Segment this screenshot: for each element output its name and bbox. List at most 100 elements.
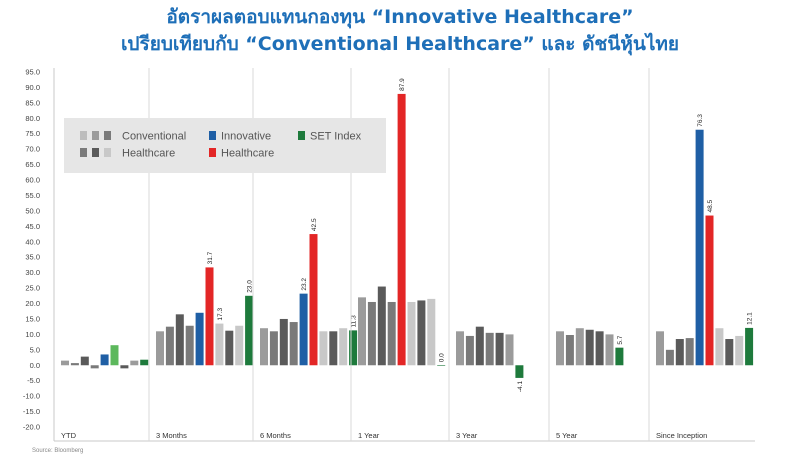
legend-swatch <box>92 148 99 157</box>
x-tick-label: YTD <box>61 431 77 440</box>
bar <box>165 326 174 366</box>
x-tick-label: 3 Year <box>456 431 478 440</box>
bar <box>90 365 99 369</box>
data-label: 0.0 <box>439 353 446 362</box>
y-tick-label: 65.0 <box>25 160 40 169</box>
bar <box>70 363 79 366</box>
y-tick-label: 0.0 <box>30 361 40 370</box>
data-label: 12.1 <box>747 312 754 325</box>
bar <box>349 330 358 366</box>
bar <box>475 326 484 366</box>
bar <box>140 359 149 366</box>
bar <box>485 332 494 366</box>
data-label: 23.0 <box>247 280 254 293</box>
data-label: 17.3 <box>217 308 224 321</box>
data-label: 5.7 <box>617 335 624 344</box>
bar <box>437 365 446 366</box>
bar <box>175 314 184 366</box>
y-tick-label: 25.0 <box>25 284 40 293</box>
bar <box>725 339 734 366</box>
y-tick-label: -15.0 <box>23 407 40 416</box>
bar <box>715 328 724 366</box>
legend-swatch <box>298 131 305 140</box>
y-tick-label: 40.0 <box>25 237 40 246</box>
x-tick-label: 1 Year <box>358 431 380 440</box>
bar <box>358 297 366 366</box>
bar <box>615 347 624 366</box>
x-tick-label: 3 Months <box>156 431 187 440</box>
bar <box>505 334 514 366</box>
bar <box>299 293 308 366</box>
bar <box>235 325 244 366</box>
bar <box>100 354 109 366</box>
bar <box>377 286 386 366</box>
bar <box>605 334 614 366</box>
legend-swatch <box>104 131 111 140</box>
bar <box>130 360 139 366</box>
bar <box>205 267 214 366</box>
legend-label: Innovative <box>221 131 271 143</box>
x-tick-label: 5 Year <box>556 431 578 440</box>
chart-title: อัตราผลตอบแทนกองทุน “Innovative Healthca… <box>0 4 800 58</box>
y-tick-label: 60.0 <box>25 176 40 185</box>
y-tick-label: -5.0 <box>27 376 40 385</box>
bar <box>215 323 224 366</box>
legend-label: Healthcare <box>122 148 175 160</box>
y-tick-label: 90.0 <box>25 83 40 92</box>
y-tick-label: 20.0 <box>25 299 40 308</box>
y-tick-label: 10.0 <box>25 330 40 339</box>
y-tick-label: 80.0 <box>25 114 40 123</box>
data-label: 31.7 <box>207 251 214 264</box>
legend-label: SET Index <box>310 131 362 143</box>
bar <box>685 338 694 366</box>
bar <box>745 327 754 366</box>
bar <box>427 298 436 366</box>
bar <box>705 215 714 366</box>
legend-swatch <box>104 148 111 157</box>
bar <box>575 328 584 366</box>
data-label: 11.3 <box>351 315 358 328</box>
legend-swatch <box>80 148 87 157</box>
bar <box>245 295 254 366</box>
legend-label: Conventional <box>122 131 186 143</box>
y-tick-label: 95.0 <box>25 68 40 77</box>
bar <box>120 365 129 369</box>
bar <box>695 129 704 366</box>
bar <box>279 318 288 366</box>
bar <box>585 329 594 366</box>
legend-label: Healthcare <box>221 148 274 160</box>
y-tick-label: 45.0 <box>25 222 40 231</box>
bar <box>329 331 338 366</box>
y-tick-label: 50.0 <box>25 206 40 215</box>
y-tick-label: 30.0 <box>25 268 40 277</box>
bar <box>595 331 604 366</box>
bar <box>289 322 298 366</box>
legend-swatch <box>209 131 216 140</box>
bar <box>185 325 194 366</box>
data-label: 87.9 <box>399 78 406 91</box>
bar <box>195 312 204 366</box>
y-tick-label: 5.0 <box>30 345 40 354</box>
data-label: 76.3 <box>697 114 704 127</box>
source-note: Source: Bloomberg <box>32 448 84 454</box>
bar <box>319 331 328 366</box>
data-label: 23.2 <box>301 278 308 291</box>
bar <box>61 360 69 366</box>
bar <box>260 328 268 366</box>
legend-swatch <box>80 131 87 140</box>
y-tick-label: 35.0 <box>25 253 40 262</box>
x-tick-label: Since Inception <box>656 431 707 440</box>
data-label: 48.5 <box>707 200 714 213</box>
bar <box>339 328 348 366</box>
y-tick-label: -20.0 <box>23 423 40 432</box>
bar <box>407 301 416 366</box>
chart-title-line-1: อัตราผลตอบแทนกองทุน “Innovative Healthca… <box>166 6 634 28</box>
bar <box>367 301 376 366</box>
bar <box>515 365 524 378</box>
bar <box>456 331 464 366</box>
y-tick-label: 75.0 <box>25 129 40 138</box>
y-tick-label: 85.0 <box>25 98 40 107</box>
bar <box>495 332 504 366</box>
x-tick-label: 6 Months <box>260 431 291 440</box>
